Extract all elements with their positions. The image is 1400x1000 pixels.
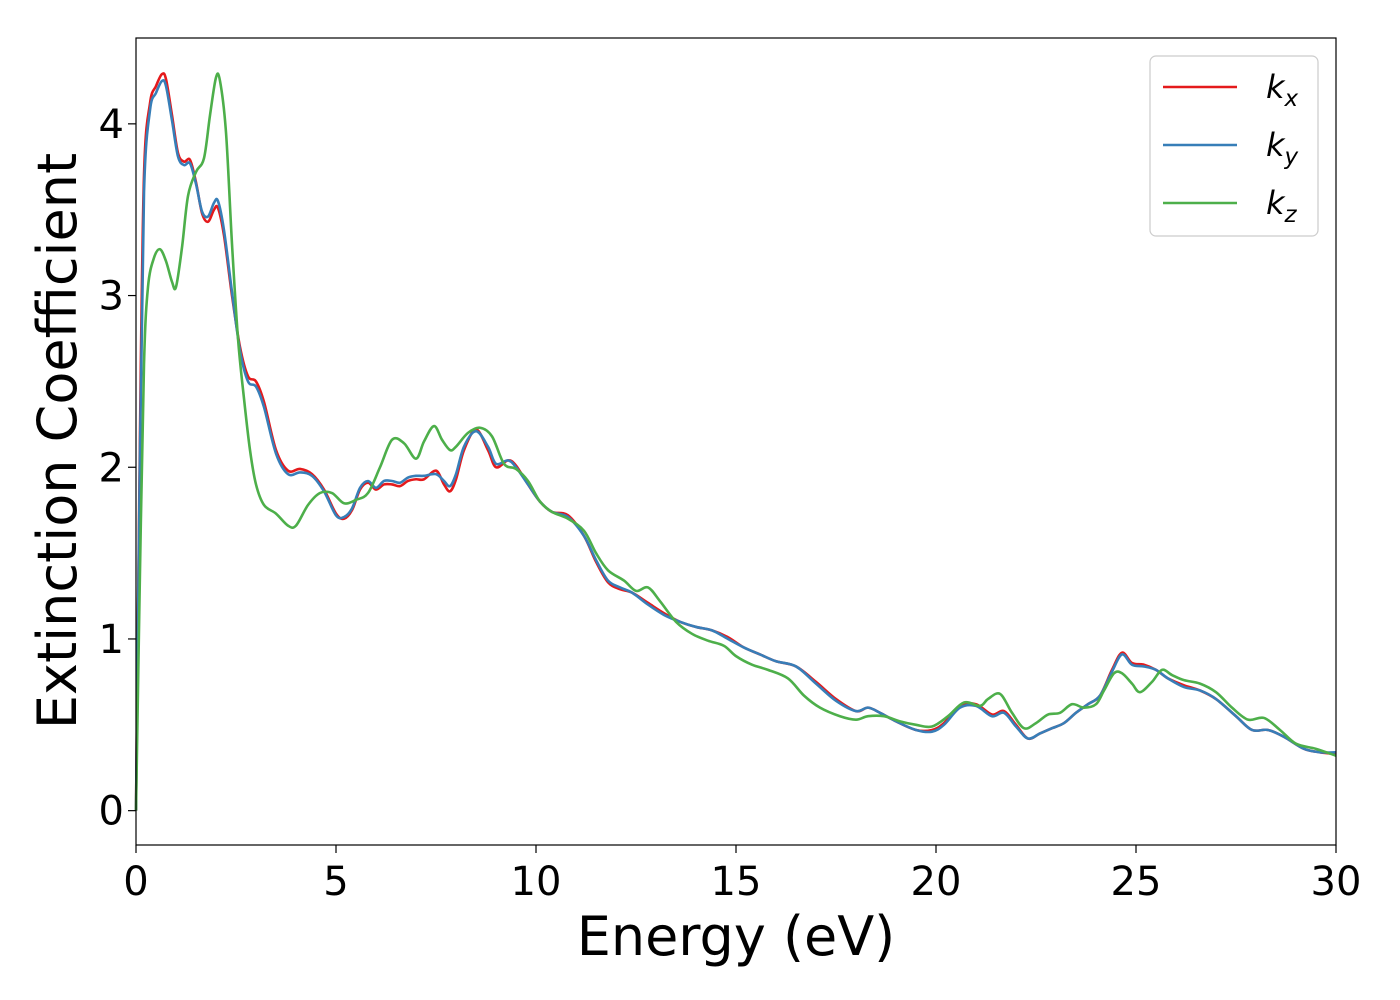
series-line-kz xyxy=(134,72,1337,811)
y-axis-ticks: 0 1 2 3 4 xyxy=(99,102,136,835)
x-tick-label: 25 xyxy=(1111,859,1162,905)
y-tick-label: 1 xyxy=(99,617,124,663)
y-tick-label: 4 xyxy=(99,102,124,148)
series-layer xyxy=(134,72,1337,811)
x-tick-label: 10 xyxy=(511,859,562,905)
y-tick-label: 2 xyxy=(99,445,124,491)
x-tick-label: 15 xyxy=(711,859,762,905)
x-tick-label: 0 xyxy=(123,859,148,905)
x-tick-label: 5 xyxy=(323,859,348,905)
legend-label-ky: ky xyxy=(1266,126,1299,170)
x-axis-ticks: 0 5 10 15 20 25 30 xyxy=(123,845,1361,905)
y-tick-label: 0 xyxy=(99,789,124,835)
legend-label-kx: kx xyxy=(1266,68,1299,112)
y-axis-label: Extinction Coefficient xyxy=(26,153,89,729)
x-tick-label: 20 xyxy=(911,859,962,905)
x-tick-label: 30 xyxy=(1311,859,1362,905)
x-axis-label: Energy (eV) xyxy=(577,905,896,968)
y-tick-label: 3 xyxy=(99,274,124,320)
